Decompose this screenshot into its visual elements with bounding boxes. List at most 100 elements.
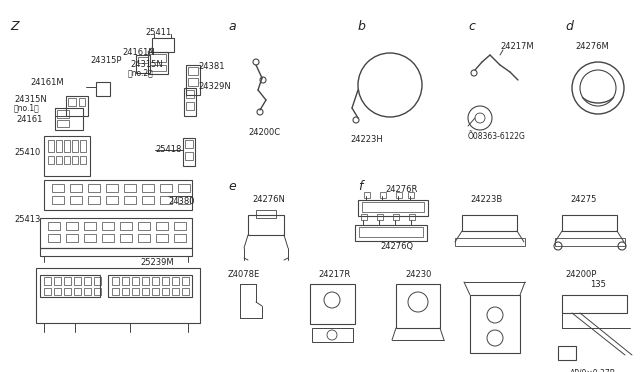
Bar: [138, 57, 148, 63]
Bar: [162, 288, 169, 295]
Bar: [84, 222, 96, 230]
Bar: [172, 288, 179, 295]
Bar: [455, 238, 525, 246]
Text: 24230: 24230: [405, 270, 431, 279]
Bar: [142, 184, 154, 192]
Bar: [88, 184, 100, 192]
Bar: [64, 140, 70, 152]
Text: 24275: 24275: [570, 195, 596, 204]
Bar: [44, 277, 51, 285]
Bar: [142, 288, 149, 295]
Bar: [124, 184, 136, 192]
Bar: [66, 234, 78, 242]
Bar: [359, 227, 423, 237]
Bar: [409, 214, 415, 220]
Text: 25411: 25411: [145, 28, 172, 37]
Bar: [70, 184, 82, 192]
Bar: [66, 222, 78, 230]
Text: Õ08363-6122G: Õ08363-6122G: [468, 132, 526, 141]
Text: b: b: [358, 20, 366, 33]
Bar: [310, 284, 355, 324]
Text: 24200C: 24200C: [248, 128, 280, 137]
Text: 25410: 25410: [14, 148, 40, 157]
Bar: [186, 65, 200, 95]
Bar: [74, 277, 81, 285]
Bar: [120, 222, 132, 230]
Bar: [562, 215, 617, 231]
Bar: [396, 284, 440, 328]
Bar: [186, 102, 194, 110]
Bar: [68, 98, 76, 106]
Bar: [188, 67, 198, 75]
Bar: [96, 82, 110, 96]
Bar: [54, 277, 61, 285]
Bar: [66, 96, 88, 116]
Text: 24217R: 24217R: [318, 270, 350, 279]
Bar: [52, 184, 64, 192]
Bar: [138, 234, 150, 242]
Bar: [562, 295, 627, 313]
Bar: [150, 65, 166, 71]
Bar: [106, 184, 118, 192]
Text: 《no.2》: 《no.2》: [128, 68, 154, 77]
Bar: [358, 200, 428, 216]
Bar: [393, 214, 399, 220]
Bar: [362, 202, 424, 212]
Text: 24380: 24380: [168, 197, 195, 206]
Bar: [408, 192, 414, 198]
Bar: [94, 288, 101, 295]
Bar: [142, 277, 149, 285]
Bar: [555, 238, 625, 246]
Text: AP/0×0.37B: AP/0×0.37B: [570, 368, 616, 372]
Bar: [48, 222, 60, 230]
Bar: [152, 277, 159, 285]
Bar: [54, 288, 61, 295]
Bar: [364, 192, 370, 198]
Bar: [57, 120, 69, 127]
Bar: [136, 55, 150, 73]
Bar: [124, 196, 136, 204]
Bar: [120, 234, 132, 242]
Bar: [182, 288, 189, 295]
Bar: [355, 225, 427, 241]
Bar: [80, 156, 86, 164]
Bar: [112, 277, 119, 285]
Text: 24161: 24161: [16, 115, 42, 124]
Bar: [178, 196, 190, 204]
Bar: [377, 214, 383, 220]
Text: Z: Z: [10, 20, 19, 33]
Bar: [162, 277, 169, 285]
Text: 24381: 24381: [198, 62, 225, 71]
Bar: [56, 140, 62, 152]
Text: 24276Q: 24276Q: [380, 242, 413, 251]
Bar: [396, 192, 402, 198]
Bar: [94, 277, 101, 285]
Bar: [174, 222, 186, 230]
Bar: [64, 288, 71, 295]
Bar: [361, 214, 367, 220]
Bar: [52, 196, 64, 204]
Bar: [148, 52, 168, 74]
Bar: [40, 275, 100, 297]
Text: 135: 135: [590, 280, 606, 289]
Text: 24276N: 24276N: [252, 195, 285, 204]
Bar: [462, 215, 517, 231]
Text: f: f: [358, 180, 362, 193]
Bar: [156, 222, 168, 230]
Text: 24217M: 24217M: [500, 42, 534, 51]
Bar: [44, 180, 192, 210]
Text: 25418: 25418: [155, 145, 181, 154]
Bar: [122, 288, 129, 295]
Text: e: e: [228, 180, 236, 193]
Bar: [174, 234, 186, 242]
Bar: [152, 288, 159, 295]
Text: 24315P: 24315P: [90, 56, 122, 65]
Bar: [188, 78, 198, 86]
Bar: [106, 196, 118, 204]
Text: 25413: 25413: [14, 215, 40, 224]
Bar: [56, 156, 62, 164]
Bar: [138, 222, 150, 230]
Text: 24200P: 24200P: [565, 270, 596, 279]
Bar: [44, 136, 90, 176]
Bar: [102, 222, 114, 230]
